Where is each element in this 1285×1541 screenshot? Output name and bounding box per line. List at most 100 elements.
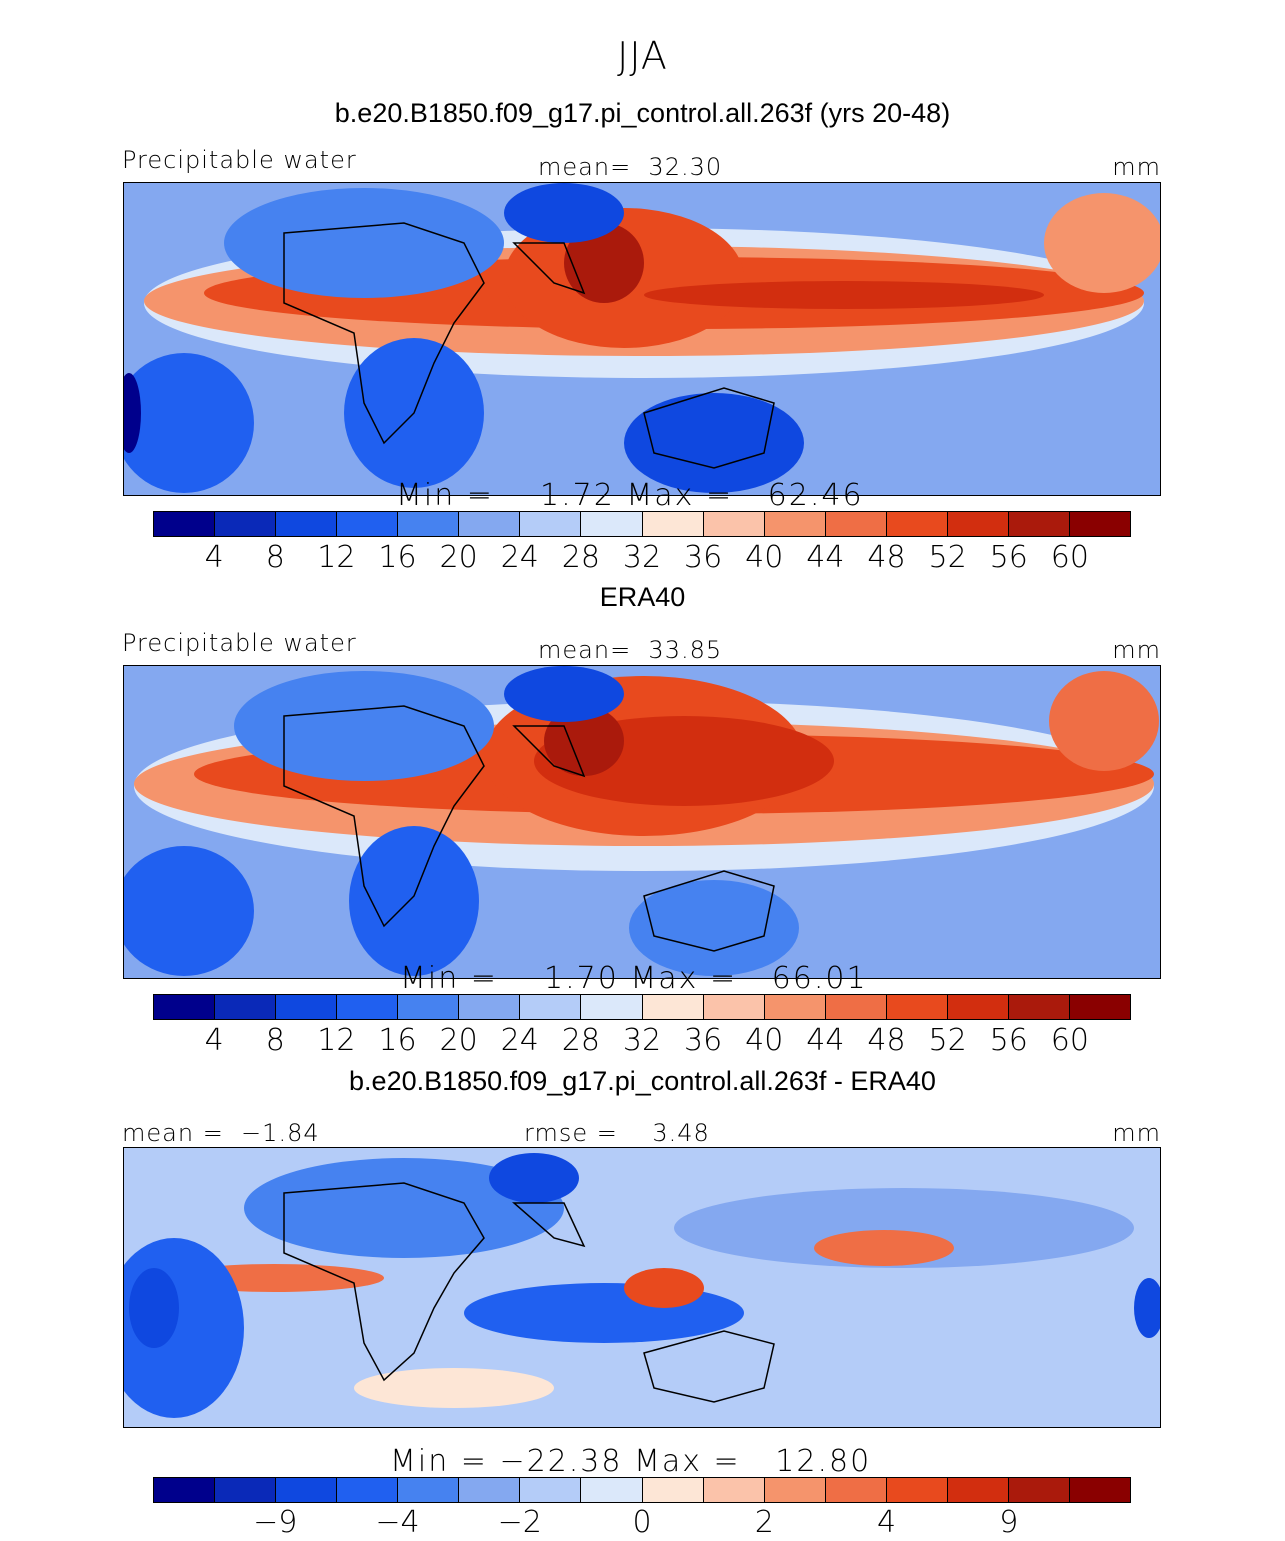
- panel-2-colorbar-ticks: 4 8 12 16 20 24 28 32 36 40 44 48 52 56 60: [153, 1023, 1131, 1059]
- panel-1-map-field: [124, 183, 1160, 495]
- colorbar-box: [459, 1478, 521, 1502]
- colorbar-box: [825, 995, 887, 1019]
- colorbar-box: [581, 1478, 643, 1502]
- colorbar-box: [1069, 995, 1130, 1019]
- panel-1-title: b.e20.B1850.f09_g17.pi_control.all.263f …: [334, 98, 951, 128]
- india-coastline: [512, 725, 586, 778]
- australia-dry: [624, 393, 804, 493]
- panel-3-colorbar: [153, 1477, 1131, 1503]
- colorbar-tick-label: 20: [439, 1023, 478, 1058]
- colorbar-box: [886, 1478, 948, 1502]
- panel-3-mean-label: mean = −1.84: [122, 1119, 320, 1147]
- panel-1-map: [123, 182, 1161, 496]
- colorbar-box: [337, 995, 399, 1019]
- colorbar-box: [947, 995, 1009, 1019]
- africa-coastline: [283, 1182, 485, 1382]
- south-america-dry: [124, 846, 254, 976]
- panel-2-title: ERA40: [599, 582, 686, 612]
- colorbar-box: [154, 1478, 216, 1502]
- colorbar-box: [459, 995, 521, 1019]
- colorbar-box: [1008, 512, 1070, 536]
- colorbar-box: [337, 1478, 399, 1502]
- monsoon-max: [564, 223, 644, 303]
- colorbar-tick-label: 44: [806, 540, 845, 575]
- pacific-wet-bias: [814, 1230, 954, 1266]
- colorbar-box: [1069, 512, 1130, 536]
- australia-dry: [629, 880, 799, 976]
- panel-1-variable-label: Precipitable water: [122, 146, 357, 174]
- panel-2-minmax: Min = 1.70 Max = 66.01: [400, 961, 868, 996]
- south-america-dry: [124, 353, 254, 493]
- colorbar-box: [581, 995, 643, 1019]
- tibet-dry: [504, 183, 624, 243]
- tibet-dry: [504, 666, 624, 722]
- caribbean-moist: [1044, 193, 1160, 293]
- panel-1-colorbar-ticks: 4 8 12 16 20 24 28 32 36 40 44 48 52 56 60: [153, 540, 1131, 576]
- colorbar-box: [337, 512, 399, 536]
- colorbar-box: [1008, 1478, 1070, 1502]
- arabia-dry-bias: [489, 1153, 579, 1203]
- colorbar-box: [703, 995, 765, 1019]
- monsoon-max: [544, 706, 624, 776]
- pacific-max: [644, 281, 1044, 309]
- colorbar-box: [520, 995, 582, 1019]
- colorbar-box: [825, 1478, 887, 1502]
- australia-coastline: [643, 387, 775, 469]
- sahara-dry: [234, 671, 494, 781]
- colorbar-box: [764, 995, 826, 1019]
- colorbar-tick-label: 48: [867, 1023, 906, 1058]
- colorbar-tick-label: 28: [561, 1023, 600, 1058]
- colorbar-box: [276, 1478, 338, 1502]
- panel-3-rmse-label: rmse = 3.48: [524, 1119, 710, 1147]
- colorbar-box: [764, 1478, 826, 1502]
- colorbar-tick-label: 12: [317, 540, 356, 575]
- colorbar-tick-label: −2: [497, 1505, 542, 1540]
- colorbar-tick-label: 4: [876, 1505, 897, 1540]
- andes-min: [124, 373, 141, 453]
- colorbar-tick-label: 20: [439, 540, 478, 575]
- colorbar-tick-label: 56: [989, 1023, 1028, 1058]
- colorbar-box: [1069, 1478, 1130, 1502]
- colorbar-box: [642, 1478, 704, 1502]
- panel-1-minmax: Min = 1.72 Max = 62.46: [396, 478, 864, 513]
- colorbar-tick-label: 60: [1050, 1023, 1089, 1058]
- colorbar-tick-label: 12: [317, 1023, 356, 1058]
- colorbar-box: [459, 512, 521, 536]
- colorbar-box: [398, 1478, 460, 1502]
- colorbar-tick-label: 40: [745, 1023, 784, 1058]
- colorbar-box: [764, 512, 826, 536]
- panel-2-map: [123, 665, 1161, 979]
- colorbar-box: [642, 995, 704, 1019]
- colorbar-tick-label: 36: [684, 540, 723, 575]
- colorbar-box: [886, 512, 948, 536]
- colorbar-box: [520, 512, 582, 536]
- panel-3-title: b.e20.B1850.f09_g17.pi_control.all.263f …: [349, 1066, 936, 1096]
- south-africa-dry: [349, 826, 479, 976]
- colorbar-box: [886, 995, 948, 1019]
- panel-3-minmax: Min = −22.38 Max = 12.80: [390, 1444, 872, 1479]
- colorbar-tick-label: 24: [500, 540, 539, 575]
- colorbar-tick-label: 9: [999, 1505, 1019, 1540]
- colorbar-tick-label: 4: [204, 1023, 224, 1058]
- panel-3-colorbar-ticks: −9 −4 −2 0 2 4 9: [153, 1505, 1131, 1541]
- colorbar-box: [154, 512, 216, 536]
- colorbar-tick-label: 40: [745, 540, 784, 575]
- colorbar-tick-label: 0: [632, 1505, 652, 1540]
- colorbar-box: [1008, 995, 1070, 1019]
- panel-3-map-field: [124, 1148, 1160, 1427]
- colorbar-box: [215, 1478, 277, 1502]
- colorbar-box: [825, 512, 887, 536]
- colorbar-box: [398, 995, 460, 1019]
- colorbar-tick-label: 36: [684, 1023, 723, 1058]
- india-coastline: [512, 242, 586, 295]
- panel-1-colorbar: [153, 511, 1131, 537]
- colorbar-tick-label: 56: [989, 540, 1028, 575]
- colorbar-box: [703, 1478, 765, 1502]
- southern-ocean-wet-bias: [354, 1368, 554, 1408]
- colorbar-box: [947, 1478, 1009, 1502]
- colorbar-tick-label: 48: [867, 540, 906, 575]
- colorbar-tick-label: 4: [204, 540, 224, 575]
- australia-coastline: [643, 870, 775, 952]
- colorbar-tick-label: 28: [561, 540, 600, 575]
- colorbar-tick-label: 16: [378, 540, 417, 575]
